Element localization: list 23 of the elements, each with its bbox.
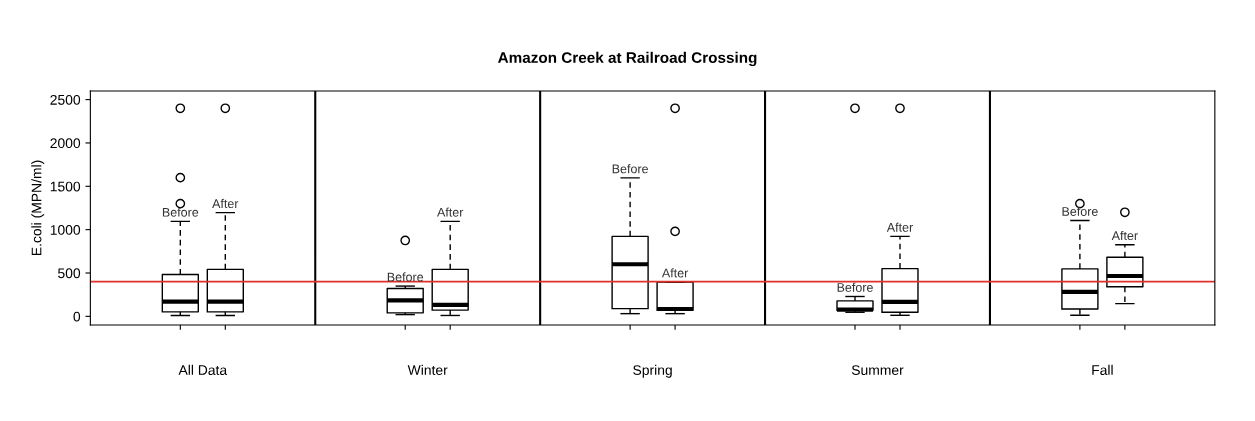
x-tick-label: Spring [633, 364, 672, 378]
text: After [212, 198, 239, 209]
text: After [886, 222, 913, 232]
text: Before [837, 282, 873, 292]
y-axis-title: E.coli (MPN/ml) [31, 160, 45, 256]
text: After [437, 207, 464, 217]
y-tick-label: 1000 [50, 224, 81, 235]
y-tick-label: 2500 [50, 94, 81, 105]
y-tick-label: 2000 [50, 138, 81, 149]
x-tick-label: Summer [851, 365, 904, 376]
x-tick-label: Fall [1092, 364, 1113, 376]
text: Before [1062, 206, 1098, 216]
series-label: After [661, 268, 689, 278]
text: Before [612, 164, 648, 174]
series-label: Before [387, 272, 424, 282]
x-tick-label: Winter [407, 364, 448, 376]
text: Before [162, 207, 199, 217]
y-tick-label: 500 [58, 268, 81, 279]
text: After [1111, 230, 1138, 241]
chart-title: Amazon Creek at Railroad Crossing [497, 51, 757, 67]
x-tick-label: All Data [178, 364, 228, 376]
y-tick-label: 0 [73, 311, 81, 322]
y-tick-label: 1500 [50, 181, 81, 192]
